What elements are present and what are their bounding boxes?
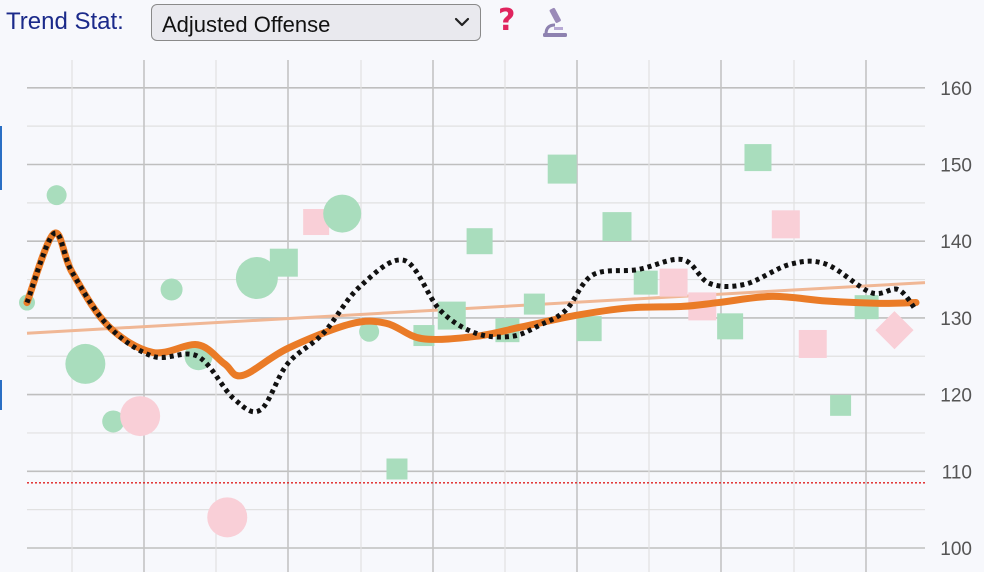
data-point-circle (323, 194, 362, 233)
y-tick-label: 100 (940, 539, 972, 560)
microscope-icon[interactable] (538, 5, 572, 44)
data-point-square (659, 268, 688, 297)
data-point-circle (102, 410, 125, 433)
data-point-square (854, 295, 879, 320)
chart-grid (27, 60, 925, 572)
y-tick-label: 110 (942, 462, 972, 483)
data-point-circle (235, 257, 278, 300)
data-point-square (576, 316, 602, 342)
data-point-square (771, 210, 800, 239)
data-point-circle (65, 343, 106, 384)
data-point-circle (207, 497, 248, 538)
y-tick-label: 120 (940, 386, 972, 407)
y-tick-label: 130 (940, 309, 972, 330)
data-point-square (269, 248, 298, 277)
dotted-series-line (24, 230, 919, 415)
trend-stat-select[interactable]: Adjusted Offense (151, 4, 481, 41)
linear-trend-line (26, 281, 926, 335)
trend-line-group (26, 281, 926, 335)
trend-stat-selected-value: Adjusted Offense (162, 12, 331, 37)
y-tick-label: 160 (940, 79, 972, 100)
data-point-square (602, 212, 632, 242)
chevron-down-icon (454, 15, 470, 34)
question-mark-icon[interactable]: ? (498, 3, 516, 38)
data-point-square (523, 293, 545, 315)
trend-stat-label: Trend Stat: (6, 8, 124, 35)
data-point-square (744, 144, 772, 172)
data-point-circle (120, 396, 161, 437)
series-lines (23, 229, 920, 415)
data-point-circle (160, 278, 183, 301)
data-point-square (633, 270, 658, 295)
trend-chart: 100 110 120 130 140 150 160 (19, 60, 972, 572)
toolbar: Trend Stat: Adjusted Offense ? (0, 0, 984, 46)
data-point-square (798, 329, 827, 358)
y-axis-ticks: 100 110 120 130 140 150 160 (940, 79, 972, 560)
y-tick-label: 140 (940, 232, 972, 253)
data-point-circle (46, 185, 67, 206)
left-edge-marker (0, 380, 2, 410)
data-point-circle (359, 321, 380, 342)
smoothed-series-line (23, 229, 920, 380)
data-point-square (717, 313, 744, 340)
left-edge-marker (0, 126, 2, 190)
data-point-square (466, 228, 493, 255)
y-tick-label: 150 (940, 156, 972, 177)
data-point-square (830, 394, 852, 416)
data-point-square (386, 458, 408, 480)
data-point-square (547, 154, 577, 184)
data-point-diamond (875, 311, 914, 350)
